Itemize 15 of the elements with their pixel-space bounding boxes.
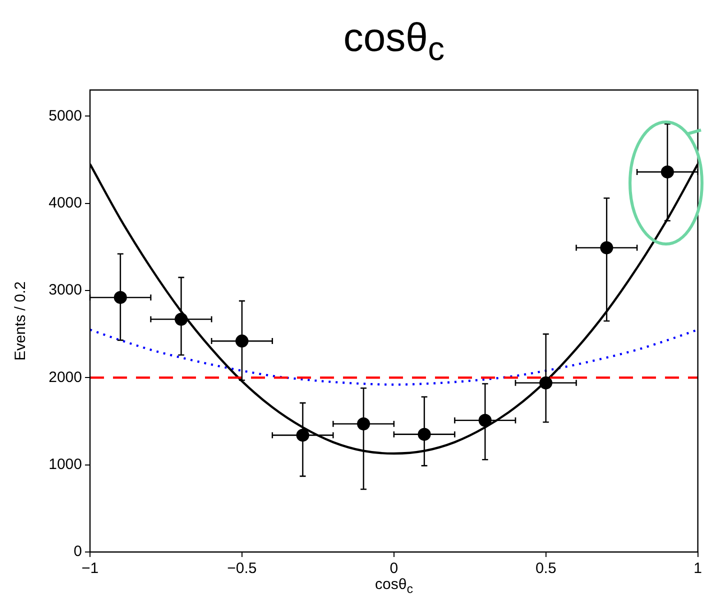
chart-title: cosθ$_{c}$ bbox=[342, 15, 446, 70]
y-tick-label: 0 bbox=[74, 543, 82, 560]
x-tick-label: 1 bbox=[694, 560, 702, 578]
x-tick-label: 0.5 bbox=[535, 560, 556, 578]
y-tick-label: 3000 bbox=[48, 282, 82, 299]
x-tick-label: 0 bbox=[390, 560, 398, 578]
y-tick-label: 4000 bbox=[48, 194, 82, 212]
x-tick-label: −1 bbox=[81, 560, 99, 578]
y-axis-title: Events / 0.2 bbox=[12, 281, 30, 361]
y-tick-label: 5000 bbox=[48, 107, 82, 124]
line-series bbox=[90, 328, 698, 386]
y-tick-label: 1000 bbox=[48, 456, 82, 473]
y-tick-label: 2000 bbox=[48, 368, 82, 386]
x-tick-label: −0.5 bbox=[227, 560, 257, 578]
x-axis-title: cosθ$_{c}$ bbox=[374, 576, 414, 596]
